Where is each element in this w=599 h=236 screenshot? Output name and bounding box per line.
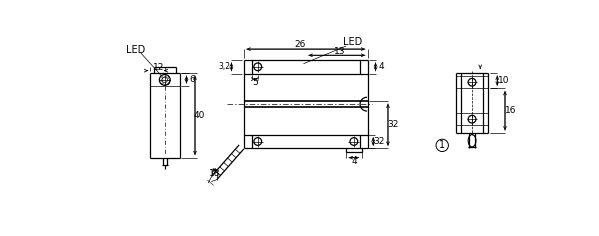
Text: 40: 40 bbox=[194, 111, 205, 120]
Text: 18: 18 bbox=[208, 169, 220, 178]
Text: 4: 4 bbox=[351, 157, 356, 166]
Text: 1: 1 bbox=[439, 140, 445, 150]
Text: 10: 10 bbox=[498, 76, 509, 85]
Text: 13: 13 bbox=[334, 47, 346, 56]
Text: 5: 5 bbox=[252, 79, 258, 88]
Text: 12: 12 bbox=[153, 63, 165, 72]
Text: 32: 32 bbox=[374, 137, 385, 146]
Text: LED: LED bbox=[343, 37, 362, 47]
Text: 3,2: 3,2 bbox=[219, 62, 231, 71]
Text: 4: 4 bbox=[378, 62, 384, 71]
Text: 16: 16 bbox=[506, 106, 517, 115]
Text: 26: 26 bbox=[294, 40, 305, 49]
Text: 6: 6 bbox=[189, 75, 195, 84]
Text: 32: 32 bbox=[388, 120, 399, 129]
Text: LED: LED bbox=[126, 45, 145, 55]
